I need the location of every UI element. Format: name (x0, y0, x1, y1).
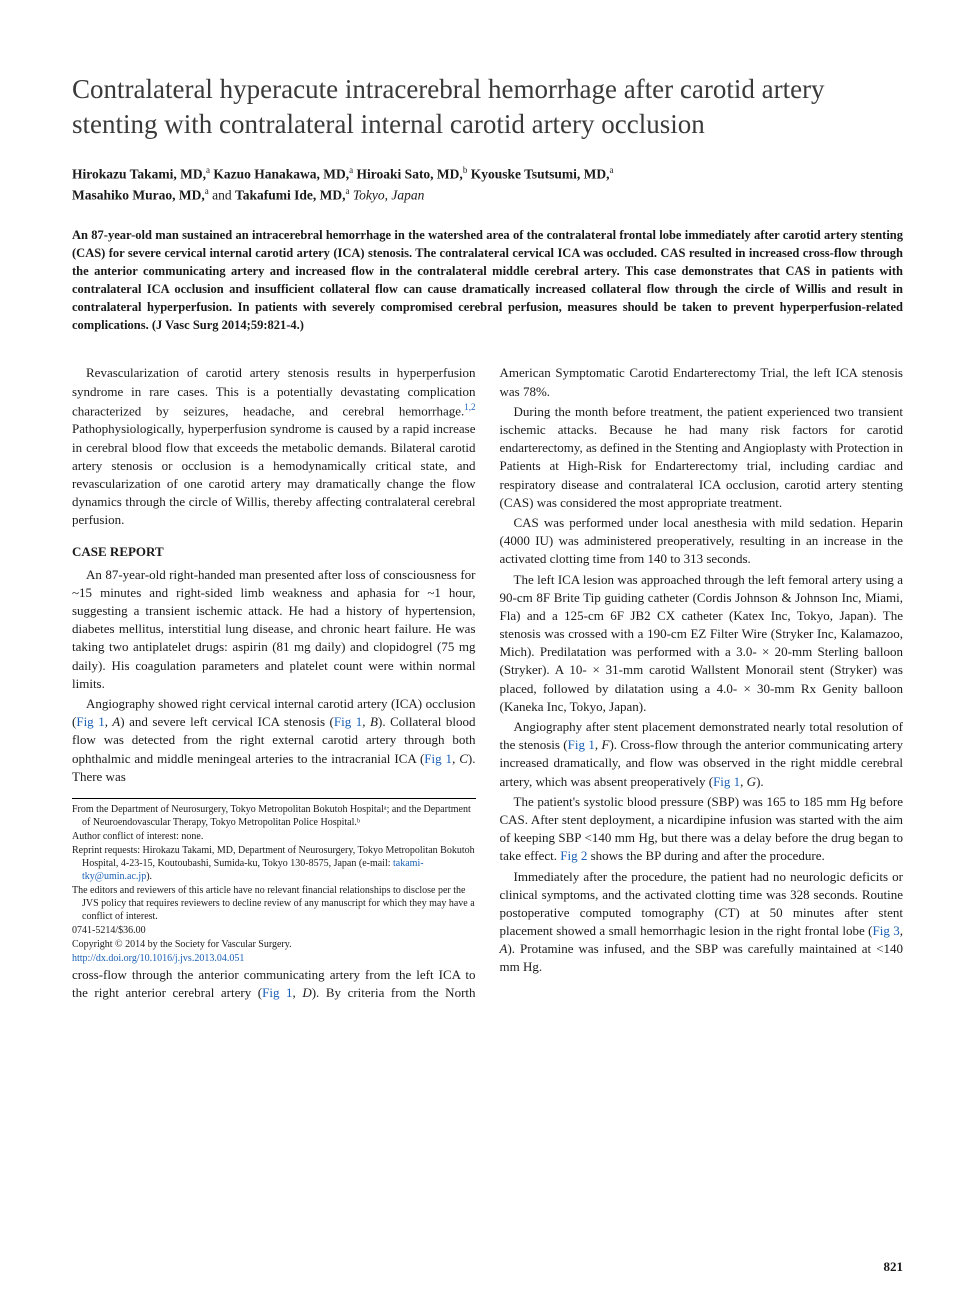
case-paragraph: An 87-year-old right-handed man presente… (72, 566, 476, 693)
author: Masahiko Murao, MD, (72, 187, 205, 202)
footnote-reprint: Reprint requests: Hirokazu Takami, MD, D… (72, 844, 476, 883)
fig-panel: , C (452, 751, 468, 766)
case-paragraph: CAS was performed under local anesthesia… (500, 514, 904, 569)
author: Kazuo Hanakawa, MD, (213, 167, 349, 182)
affiliation-marker: a (205, 186, 209, 196)
body-columns: Revascularization of carotid artery sten… (72, 364, 903, 1002)
case-paragraph: The left ICA lesion was approached throu… (500, 571, 904, 717)
fig-panel: , B (362, 714, 378, 729)
affiliation-marker: a (609, 165, 613, 175)
author: Hiroaki Sato, MD, (357, 167, 463, 182)
figure-link[interactable]: Fig 1 (424, 751, 452, 766)
fig-panel: , F (595, 737, 610, 752)
article-title: Contralateral hyperacute intracerebral h… (72, 72, 903, 142)
footnote-editors: The editors and reviewers of this articl… (72, 884, 476, 923)
figure-link[interactable]: Fig 1 (713, 774, 740, 789)
citation-link[interactable]: 1,2 (464, 402, 475, 412)
author-location: Tokyo, Japan (353, 187, 425, 202)
fig-panel: , A (105, 714, 121, 729)
footnote-doi[interactable]: http://dx.doi.org/10.1016/j.jvs.2013.04.… (72, 952, 476, 965)
case-paragraph: Angiography showed right cervical intern… (72, 695, 476, 786)
author-block: Hirokazu Takami, MD,a Kazuo Hanakawa, MD… (72, 164, 903, 206)
figure-link[interactable]: Fig 3 (873, 923, 900, 938)
author: Takafumi Ide, MD, (235, 187, 346, 202)
author-and: and (212, 187, 235, 202)
affiliation-marker: b (463, 165, 468, 175)
affiliation-marker: a (349, 165, 353, 175)
author: Kyouske Tsutsumi, MD, (471, 167, 610, 182)
case-paragraph: During the month before treatment, the p… (500, 403, 904, 512)
footnote-issn: 0741-5214/$36.00 (72, 924, 476, 937)
section-heading-case-report: CASE REPORT (72, 543, 476, 561)
footnote-affiliation: From the Department of Neurosurgery, Tok… (72, 803, 476, 829)
author: Hirokazu Takami, MD, (72, 167, 206, 182)
footnote-copyright: Copyright © 2014 by the Society for Vasc… (72, 938, 476, 951)
figure-link[interactable]: Fig 1 (568, 737, 595, 752)
case-paragraph: Angiography after stent placement demons… (500, 718, 904, 791)
footnote-block: From the Department of Neurosurgery, Tok… (72, 798, 476, 965)
case-paragraph: Immediately after the procedure, the pat… (500, 868, 904, 977)
affiliation-marker: a (346, 186, 350, 196)
footnote-conflict: Author conflict of interest: none. (72, 830, 476, 843)
fig-panel: , G (740, 774, 756, 789)
figure-link[interactable]: Fig 1 (76, 714, 104, 729)
figure-link[interactable]: Fig 2 (560, 848, 587, 863)
intro-paragraph: Revascularization of carotid artery sten… (72, 364, 476, 529)
page-number: 821 (884, 1259, 904, 1275)
figure-link[interactable]: Fig 1 (262, 985, 292, 1000)
abstract: An 87-year-old man sustained an intracer… (72, 226, 903, 335)
figure-link[interactable]: Fig 1 (334, 714, 362, 729)
fig-panel: , D (293, 985, 312, 1000)
case-paragraph: The patient's systolic blood pressure (S… (500, 793, 904, 866)
affiliation-marker: a (206, 165, 210, 175)
